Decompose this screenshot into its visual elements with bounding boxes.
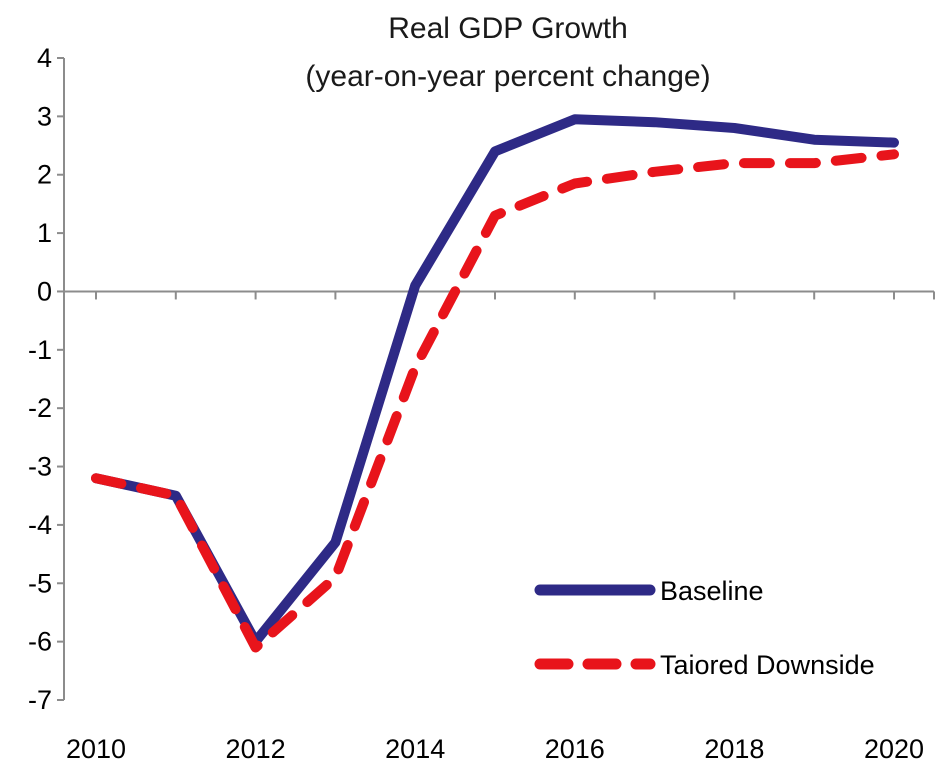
- y-tick-label: 0: [37, 276, 52, 306]
- chart-subtitle: (year-on-year percent change): [305, 60, 710, 93]
- y-tick-label: -5: [28, 568, 52, 598]
- y-tick-label: 2: [37, 160, 52, 190]
- x-tick-label: 2016: [545, 734, 605, 764]
- y-tick-label: 1: [37, 218, 52, 248]
- x-tick-label: 2020: [864, 734, 924, 764]
- x-tick-label: 2014: [385, 734, 445, 764]
- y-tick-label: -3: [28, 452, 52, 482]
- y-tick-label: -4: [28, 510, 52, 540]
- axes: 4 3 2 1 0 -1 -2 -3 -4 -5 -6 -7 2010 2012 2014 2016 2018 2…: [28, 43, 935, 764]
- y-tick-label: -1: [28, 335, 52, 365]
- legend: Baseline Taiored Downside: [534, 576, 875, 680]
- y-tick-label: -6: [28, 627, 52, 657]
- y-tick-label: -7: [28, 685, 52, 715]
- x-tick-label: 2012: [226, 734, 286, 764]
- legend-label-baseline: Baseline: [660, 576, 764, 606]
- x-tick-label: 2010: [66, 734, 126, 764]
- series-layer: [91, 114, 899, 653]
- series-line-tailored-downside: [91, 149, 899, 653]
- y-tick-label: 4: [37, 43, 52, 73]
- legend-label-tailored-downside: Taiored Downside: [660, 650, 875, 680]
- x-tick-label: 2018: [704, 734, 764, 764]
- chart-title: Real GDP Growth: [388, 12, 628, 45]
- y-tick-label: 3: [37, 101, 52, 131]
- y-tick-label: -2: [28, 393, 52, 423]
